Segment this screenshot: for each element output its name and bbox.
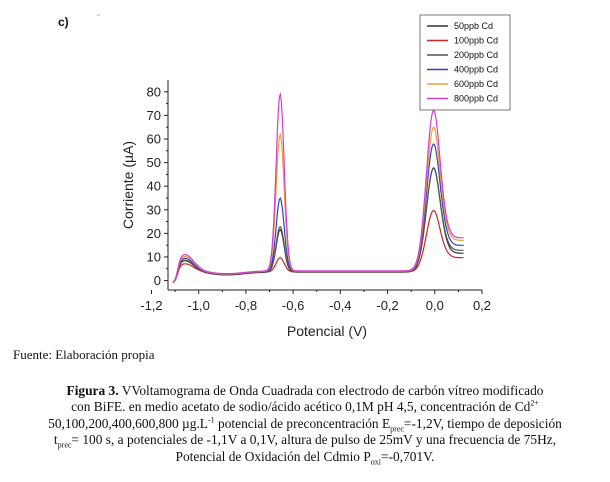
legend-label: 400ppb Cd <box>454 65 498 75</box>
scan-artifact <box>96 13 101 17</box>
legend-box <box>419 14 511 111</box>
series-line-3 <box>172 167 464 283</box>
caption-text: =-0,701V. <box>381 448 435 464</box>
caption-line-2: con BiFE. en medio acetato de sodio/ácid… <box>12 399 598 415</box>
y-axis-title: Corriente (µA) <box>120 141 136 229</box>
legend-label: 600ppb Cd <box>454 79 498 89</box>
legend-label: 100ppb Cd <box>454 36 498 46</box>
caption-subscript: oxi <box>370 457 382 467</box>
y-tick-label: 0 <box>154 273 161 288</box>
x-tick-label: -0,4 <box>329 298 351 313</box>
y-tick-label: 50 <box>147 155 161 170</box>
y-tick-label: 30 <box>147 202 161 217</box>
series-line-1 <box>172 167 464 283</box>
caption-text: potencial de preconcentración E <box>214 415 391 431</box>
chart-legend: 50ppb Cd 100ppb Cd 200ppb Cd 400ppb Cd 600pp… <box>419 14 511 111</box>
caption-line-4: tprec= 100 s, a potenciales de -1,1V a 0… <box>12 432 598 450</box>
x-axis-title: Potencial (V) <box>287 323 367 339</box>
y-tick-label: 60 <box>147 131 161 146</box>
x-tick-label: -1,2 <box>140 298 162 313</box>
figure-caption: Figura 3. VVoltamograma de Onda Cuadrada… <box>12 383 598 467</box>
x-tick-label: 0,0 <box>426 298 444 313</box>
caption-subscript: prec <box>390 424 404 434</box>
caption-line-1: Figura 3. VVoltamograma de Onda Cuadrada… <box>12 383 598 399</box>
y-tick-label: 80 <box>147 84 161 99</box>
x-tick-label: -0,6 <box>282 298 304 313</box>
series-line-5 <box>172 126 464 283</box>
panel-label: c) <box>58 15 69 29</box>
source-note: Fuente: Elaboración propia <box>13 347 155 362</box>
series-line-6 <box>172 91 464 283</box>
caption-text: Potencial de Oxidación del Cdmio P <box>175 448 371 464</box>
chart-axes: 0 10 20 30 40 50 60 70 80 -1,2 -1,0 -0,8 -0,6 -0,4 -0,… <box>120 80 491 339</box>
x-tick-label: -0,8 <box>235 298 257 313</box>
caption-line-5: Potencial de Oxidación del Cdmio Poxi=-0… <box>12 448 598 467</box>
caption-text: = 100 s, a potenciales de -1,1V a 0,1V, … <box>71 432 557 448</box>
x-tick-label: -1,0 <box>187 298 209 313</box>
legend-label: 200ppb Cd <box>454 50 498 60</box>
caption-superscript: 2+ <box>530 398 539 408</box>
caption-subscript: prec <box>57 440 72 450</box>
x-tick-label: -0,2 <box>376 298 398 313</box>
y-tick-label: 40 <box>147 179 161 194</box>
caption-figure-number: Figura 3. <box>66 383 119 398</box>
caption-text: con BiFE. en medio acetato de sodio/ácid… <box>71 399 531 415</box>
x-tick-label: 0,2 <box>473 298 491 313</box>
caption-line-3: 50,100,200,400,600,800 µg.L-1 potencial … <box>12 415 598 434</box>
chart-curves <box>172 91 464 283</box>
caption-text: =-1,2V, tiempo de deposición <box>403 415 562 431</box>
y-tick-label: 10 <box>147 249 161 264</box>
voltammogram-chart: c) 0 10 20 30 40 50 60 70 80 -1,2 -1,0 -0,8 -0,6 -0,4… <box>58 13 511 339</box>
caption-text: t <box>53 432 58 448</box>
legend-label: 50ppb Cd <box>454 21 493 31</box>
y-tick-label: 20 <box>147 226 161 241</box>
caption-text: VVoltamograma de Onda Cuadrada con elect… <box>118 383 544 398</box>
caption-text: 50,100,200,400,600,800 µg.L <box>48 415 208 431</box>
caption-superscript: -1 <box>208 415 215 425</box>
legend-label: 800ppb Cd <box>454 94 498 104</box>
y-tick-label: 70 <box>147 108 161 123</box>
